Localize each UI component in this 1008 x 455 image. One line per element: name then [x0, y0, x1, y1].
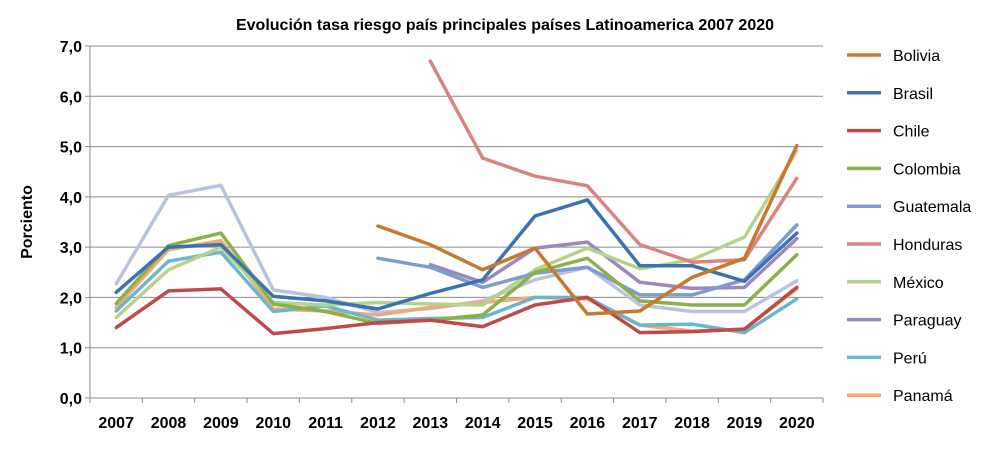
series-line-brasil [114, 198, 799, 311]
series-line-bolivia [376, 143, 799, 316]
series-line-paraguay [428, 236, 799, 291]
x-tick-label: 2020 [779, 415, 815, 432]
y-axis-label: Porciento [19, 185, 36, 259]
series-line-guatemala [376, 223, 799, 297]
x-tick-label: 2019 [727, 415, 763, 432]
y-tick-label: 4,0 [60, 190, 82, 207]
legend-label: Chile [893, 124, 930, 141]
y-tick-label: 0,0 [60, 391, 82, 408]
legend-label: Perú [893, 350, 927, 367]
x-tick-label: 2015 [517, 415, 553, 432]
legend-label: México [893, 275, 944, 292]
y-tick-label: 7,0 [60, 39, 82, 56]
legend-label: Guatemala [893, 199, 971, 216]
series-line-colombia [114, 231, 799, 326]
x-tick-label: 2018 [674, 415, 710, 432]
x-tick-label: 2017 [622, 415, 658, 432]
series-line-méxico [114, 148, 799, 320]
legend-label: Colombia [893, 161, 961, 178]
x-tick-label: 2013 [413, 415, 449, 432]
y-tick-label: 6,0 [60, 89, 82, 106]
x-tick-label: 2007 [98, 415, 134, 432]
x-tick-label: 2016 [570, 415, 606, 432]
legend-label: Honduras [893, 237, 962, 254]
y-tick-label: 2,0 [60, 290, 82, 307]
x-tick-label: 2009 [203, 415, 239, 432]
series-line-chile [114, 285, 799, 336]
x-tick-label: 2014 [465, 415, 501, 432]
legend-label: Brasil [893, 86, 933, 103]
chart-title: Evolución tasa riesgo país principales p… [236, 17, 774, 34]
legend-label: Panamá [893, 388, 953, 405]
y-tick-label: 1,0 [60, 341, 82, 358]
x-tick-label: 2008 [151, 415, 187, 432]
x-tick-label: 2011 [308, 415, 343, 432]
x-tick-label: 2010 [255, 415, 291, 432]
x-tick-label: 2012 [360, 415, 396, 432]
legend-label: Bolivia [893, 48, 940, 65]
y-tick-label: 3,0 [60, 240, 82, 257]
y-tick-label: 5,0 [60, 140, 82, 157]
legend-label: Paraguay [893, 313, 962, 330]
